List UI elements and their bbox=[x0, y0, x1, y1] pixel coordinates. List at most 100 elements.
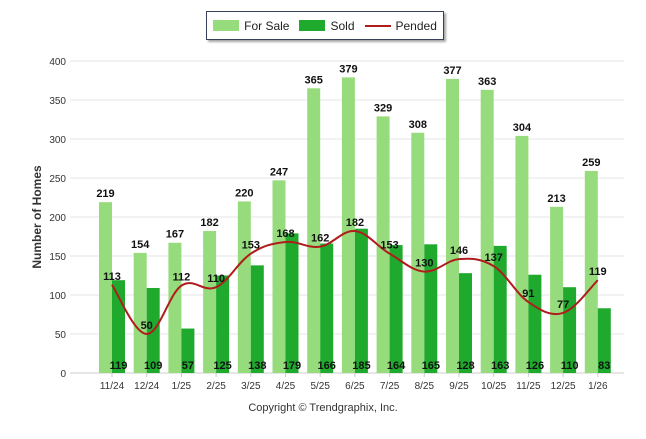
data-label-pended: 168 bbox=[276, 228, 294, 240]
data-label-sold: 163 bbox=[491, 360, 509, 372]
y-axis: 0 50 100 150 200 250 300 350 400 bbox=[49, 57, 66, 380]
bar-sold bbox=[320, 243, 334, 373]
bar-for-sale bbox=[376, 116, 390, 373]
y-tick-label: 350 bbox=[49, 96, 66, 107]
legend-label-pended: Pended bbox=[395, 18, 437, 33]
data-label-for-sale: 365 bbox=[305, 74, 323, 86]
data-label-pended: 153 bbox=[380, 240, 398, 252]
bar-for-sale bbox=[480, 89, 494, 374]
x-tick-label: 10/25 bbox=[481, 381, 506, 392]
x-tick-label: 11/24 bbox=[100, 381, 125, 392]
data-label-for-sale: 247 bbox=[270, 166, 288, 178]
data-label-for-sale: 363 bbox=[478, 76, 496, 88]
data-label-for-sale: 329 bbox=[374, 102, 392, 114]
data-label-for-sale: 259 bbox=[582, 157, 600, 169]
data-label-sold: 128 bbox=[456, 360, 474, 372]
legend-label-sold: Sold bbox=[330, 18, 355, 33]
data-label-pended: 162 bbox=[311, 233, 329, 245]
data-label-sold: 110 bbox=[561, 360, 579, 372]
legend-swatch-for-sale bbox=[213, 20, 240, 31]
data-label-for-sale: 304 bbox=[513, 122, 532, 134]
bar-sold bbox=[250, 265, 264, 373]
y-tick-label: 150 bbox=[49, 252, 66, 263]
bar-for-sale bbox=[203, 231, 217, 373]
y-tick-label: 50 bbox=[55, 330, 67, 341]
x-tick-label: 5/25 bbox=[310, 381, 330, 392]
copyright-footer: Copyright © Trendgraphix, Inc. bbox=[248, 402, 398, 414]
data-label-sold: 185 bbox=[352, 360, 370, 372]
data-label-sold: 165 bbox=[422, 360, 440, 372]
pended-line-layer bbox=[111, 230, 599, 336]
data-labels: 219 119 154 109 167 57 182 125 220 138 247 179 365 16… bbox=[96, 63, 610, 372]
y-tick-label: 200 bbox=[49, 213, 66, 224]
x-tick-label: 2/25 bbox=[206, 381, 226, 392]
data-label-pended: 91 bbox=[522, 288, 534, 300]
x-tick-label: 12/24 bbox=[134, 381, 159, 392]
bar-for-sale bbox=[237, 201, 251, 373]
data-label-sold: 179 bbox=[283, 360, 301, 372]
bar-sold bbox=[354, 228, 368, 373]
bar-sold bbox=[389, 245, 403, 373]
data-label-pended: 182 bbox=[346, 217, 364, 229]
data-label-pended: 112 bbox=[173, 272, 191, 284]
bar-sold bbox=[459, 273, 472, 373]
legend-item-for-sale: For Sale bbox=[213, 19, 289, 33]
bar-sold bbox=[563, 287, 577, 373]
data-label-sold: 164 bbox=[387, 360, 406, 372]
data-label-pended: 77 bbox=[557, 299, 569, 311]
data-label-pended: 119 bbox=[589, 266, 607, 278]
legend-swatch-pended bbox=[364, 24, 391, 27]
data-label-sold: 109 bbox=[144, 360, 162, 372]
data-label-for-sale: 220 bbox=[235, 187, 253, 199]
x-tick-label: 1/25 bbox=[172, 381, 192, 392]
data-label-sold: 138 bbox=[248, 360, 266, 372]
data-label-pended: 110 bbox=[207, 273, 225, 285]
y-tick-label: 300 bbox=[49, 135, 66, 146]
x-tick-label: 8/25 bbox=[415, 381, 435, 392]
x-tick-label: 12/25 bbox=[551, 381, 576, 392]
x-axis: 11/24 12/24 1/25 2/25 3/25 4/25 5/25 6/25 7/25 8/… bbox=[100, 373, 608, 392]
bar-for-sale bbox=[99, 202, 112, 373]
bar-sold bbox=[285, 233, 299, 373]
bar-for-sale bbox=[341, 77, 355, 373]
bar-for-sale bbox=[515, 135, 529, 373]
data-label-sold: 125 bbox=[213, 360, 231, 372]
bar-for-sale bbox=[550, 206, 564, 373]
x-tick-label: 1/26 bbox=[588, 381, 608, 392]
legend-swatch-sold bbox=[299, 20, 326, 31]
pended-line bbox=[111, 230, 599, 336]
data-label-sold: 119 bbox=[110, 360, 128, 372]
y-tick-label: 0 bbox=[60, 369, 66, 380]
data-label-for-sale: 154 bbox=[131, 239, 150, 251]
legend: For Sale Sold Pended bbox=[206, 11, 444, 40]
x-tick-label: 4/25 bbox=[276, 381, 296, 392]
bar-for-sale bbox=[168, 242, 182, 373]
bar-for-sale bbox=[584, 170, 598, 373]
x-tick-label: 9/25 bbox=[449, 381, 469, 392]
bar-sold bbox=[597, 308, 611, 373]
data-label-pended: 137 bbox=[485, 252, 503, 264]
legend-item-sold: Sold bbox=[299, 18, 355, 33]
bar-sold bbox=[528, 274, 542, 373]
x-tick-label: 6/25 bbox=[345, 381, 365, 392]
bar-sold bbox=[493, 245, 507, 373]
y-tick-label: 100 bbox=[49, 291, 66, 302]
legend-item-pended: Pended bbox=[364, 18, 437, 33]
x-tick-label: 11/25 bbox=[516, 381, 541, 392]
data-label-sold: 57 bbox=[182, 360, 194, 372]
bar-for-sale bbox=[272, 180, 286, 373]
bar-for-sale bbox=[307, 88, 321, 374]
data-label-for-sale: 308 bbox=[409, 119, 427, 131]
data-label-for-sale: 167 bbox=[166, 229, 184, 241]
data-label-sold: 166 bbox=[318, 360, 336, 372]
data-label-pended: 130 bbox=[415, 258, 433, 270]
y-tick-label: 250 bbox=[49, 174, 66, 185]
data-label-for-sale: 213 bbox=[547, 193, 565, 205]
bar-for-sale bbox=[411, 132, 425, 373]
y-axis-title: Number of Homes bbox=[30, 165, 44, 269]
data-label-for-sale: 219 bbox=[96, 188, 114, 200]
x-tick-label: 3/25 bbox=[241, 381, 261, 392]
bar-sold bbox=[181, 328, 195, 373]
data-label-for-sale: 377 bbox=[443, 65, 461, 77]
